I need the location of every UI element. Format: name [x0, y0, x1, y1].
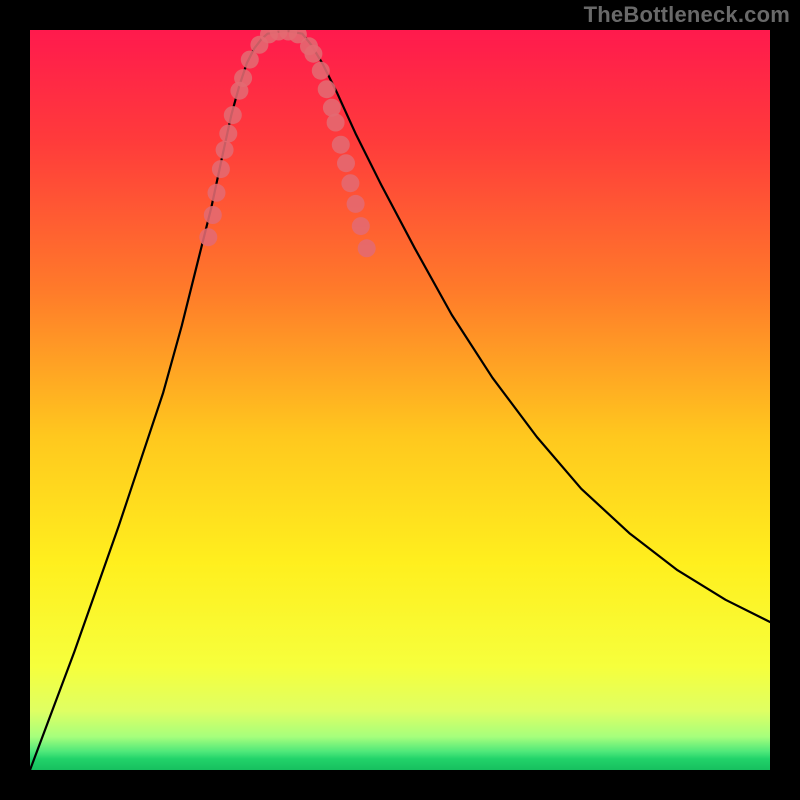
data-point — [212, 160, 230, 178]
data-point — [224, 106, 242, 124]
heatmap-background — [30, 30, 770, 770]
data-point — [304, 45, 322, 63]
data-point — [204, 206, 222, 224]
data-point — [219, 125, 237, 143]
data-point — [341, 174, 359, 192]
data-point — [358, 239, 376, 257]
watermark-text: TheBottleneck.com — [584, 2, 790, 28]
data-point — [216, 141, 234, 159]
bottleneck-v-chart — [30, 30, 770, 770]
data-point — [352, 217, 370, 235]
data-point — [347, 195, 365, 213]
data-point — [208, 184, 226, 202]
data-point — [199, 228, 217, 246]
data-point — [327, 114, 345, 132]
data-point — [318, 80, 336, 98]
plot-area — [30, 30, 770, 770]
chart-frame: TheBottleneck.com — [0, 0, 800, 800]
data-point — [337, 154, 355, 172]
data-point — [332, 136, 350, 154]
data-point — [241, 51, 259, 69]
data-point — [234, 69, 252, 87]
data-point — [312, 62, 330, 80]
